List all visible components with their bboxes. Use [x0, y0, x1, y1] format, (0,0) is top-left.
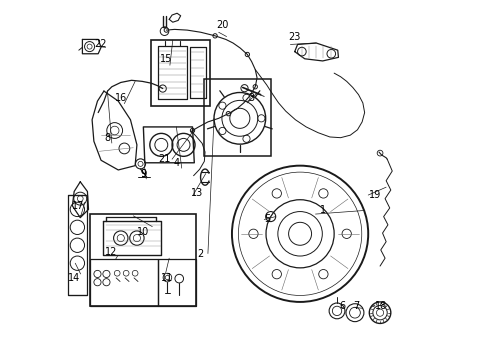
Circle shape [164, 28, 168, 32]
Text: 6: 6 [338, 301, 345, 311]
Text: 14: 14 [68, 273, 80, 283]
Text: 5: 5 [264, 215, 270, 224]
Text: 16: 16 [114, 93, 127, 103]
Text: 4: 4 [173, 158, 179, 168]
Text: 7: 7 [352, 301, 359, 311]
Text: 20: 20 [216, 20, 228, 30]
Circle shape [244, 52, 249, 57]
Text: 18: 18 [375, 301, 387, 311]
Circle shape [226, 112, 230, 116]
Circle shape [212, 34, 217, 38]
Circle shape [253, 85, 257, 89]
Text: 8: 8 [104, 133, 110, 143]
Text: 1: 1 [319, 206, 325, 216]
Text: 9: 9 [140, 168, 146, 179]
Bar [158, 259, 196, 306]
Bar [204, 78, 270, 156]
Bar [89, 259, 158, 306]
Text: 2: 2 [197, 248, 203, 258]
Text: 22: 22 [94, 40, 106, 49]
Text: 17: 17 [71, 201, 84, 211]
Text: 23: 23 [287, 32, 300, 42]
Text: 13: 13 [191, 188, 203, 198]
Text: 3: 3 [247, 93, 253, 103]
Text: 15: 15 [160, 54, 172, 64]
Text: 21: 21 [159, 154, 171, 164]
Circle shape [190, 129, 194, 133]
Text: 19: 19 [368, 190, 381, 200]
Bar [89, 214, 196, 306]
Bar [150, 40, 209, 107]
Text: 12: 12 [105, 247, 117, 257]
Text: 10: 10 [137, 227, 149, 237]
Text: 9: 9 [140, 168, 146, 179]
Text: 11: 11 [161, 273, 173, 283]
